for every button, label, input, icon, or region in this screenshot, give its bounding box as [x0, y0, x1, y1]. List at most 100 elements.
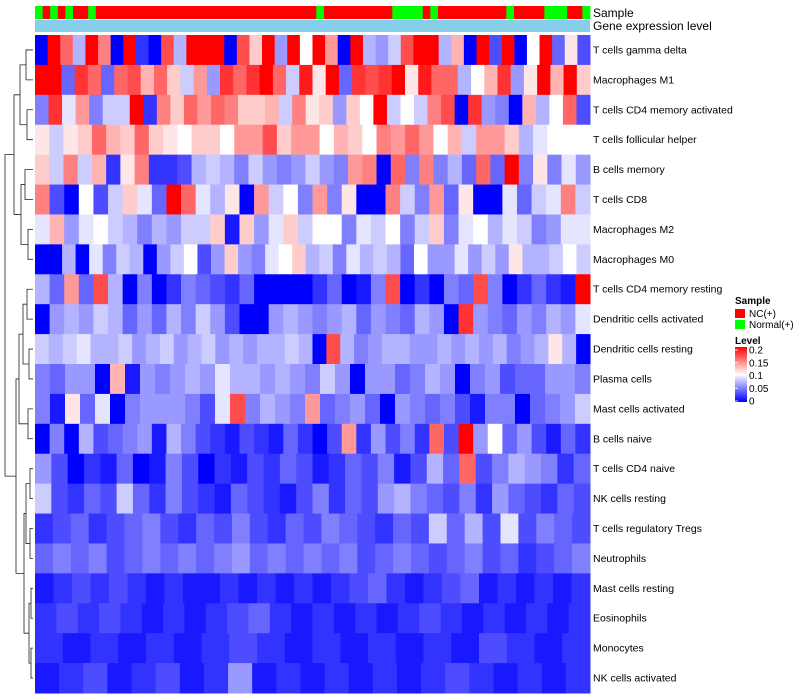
heatmap-cell [328, 453, 346, 485]
heatmap-cell [132, 334, 147, 365]
heatmap-cell [294, 573, 313, 604]
heatmap-cell [35, 543, 54, 574]
heatmap-cell [179, 663, 205, 694]
heatmap-cell [470, 393, 486, 425]
heatmap-cell [49, 304, 65, 335]
heatmap-cell [166, 304, 182, 335]
heatmap-cell [102, 94, 117, 126]
sample-annotation-cell [544, 6, 553, 19]
heatmap-cell [500, 543, 519, 574]
heatmap-cell [518, 543, 537, 574]
row-label: B cells memory [593, 164, 666, 176]
heatmap-cell [137, 274, 153, 305]
heatmap-cell [443, 274, 460, 305]
heatmap-cell [263, 453, 281, 485]
heatmap-cell [181, 483, 199, 515]
heatmap-cell [300, 663, 326, 694]
heatmap-cell [249, 513, 269, 544]
heatmap-cell [181, 453, 199, 485]
heatmap-cell [339, 513, 358, 544]
heatmap-cell [163, 603, 185, 634]
heatmap-cell [458, 274, 474, 305]
heatmap-cell [356, 274, 372, 305]
heatmap-cell [296, 483, 313, 515]
heatmap-cell [214, 483, 232, 515]
heatmap-cell [151, 214, 167, 245]
heatmap-cell [200, 393, 216, 425]
heatmap-cell [99, 603, 121, 634]
heatmap-cell [373, 94, 388, 126]
heatmap-cell [140, 393, 156, 425]
heatmap-cell [575, 214, 591, 245]
heatmap-cell [245, 393, 261, 425]
row-label: T cells CD4 memory activated [593, 104, 733, 116]
heatmap-cell [292, 94, 307, 126]
heatmap-cell [290, 393, 306, 425]
heatmap-cell [260, 364, 276, 395]
heatmap-cell [541, 453, 558, 485]
heatmap-cell [35, 35, 49, 66]
heatmap-cell [155, 663, 181, 694]
sample-annotation-cell [346, 6, 355, 19]
heatmap-cell [319, 244, 334, 275]
heatmap-cell [62, 334, 78, 365]
heatmap-cell [530, 364, 546, 395]
heatmap-cell [405, 154, 420, 186]
heatmap-cell [125, 364, 141, 395]
row-label: T cells CD8 [593, 194, 647, 206]
heatmap-cell [60, 35, 74, 66]
heatmap-cell [440, 393, 456, 425]
heatmap-cell [469, 663, 494, 694]
dendrogram-branch [15, 378, 24, 574]
heatmap-cell [312, 483, 330, 515]
heatmap-cell [443, 304, 460, 335]
heatmap-cell [166, 274, 182, 305]
heatmap-cell [534, 334, 549, 365]
heatmap-cell [375, 35, 389, 66]
heatmap-cell [181, 304, 197, 335]
heatmap-cell [181, 184, 197, 215]
heatmap-cell [440, 364, 456, 395]
heatmap-cell [458, 423, 474, 455]
heatmap-cell [49, 423, 65, 455]
heatmap-cell [173, 633, 202, 664]
heatmap-cell [35, 304, 51, 335]
heatmap-cell [48, 64, 62, 96]
heatmap-cell [146, 334, 161, 365]
row-label: Monocytes [593, 643, 644, 655]
heatmap-cell [376, 603, 399, 634]
heatmap-cell [500, 364, 516, 395]
heatmap-cell [414, 304, 430, 335]
dendrogram-branch [25, 483, 30, 544]
heatmap-cell [461, 154, 477, 186]
heatmap-cell [132, 453, 150, 485]
heatmap-cell [535, 244, 550, 275]
dendrogram-branch [30, 587, 33, 619]
heatmap-cell [35, 64, 49, 96]
heatmap-cell [124, 513, 143, 544]
heatmap-cell [576, 64, 591, 96]
heatmap-cell [414, 214, 430, 245]
heatmap-cell [238, 244, 253, 275]
heatmap-cell [127, 64, 142, 96]
heatmap-cell [400, 244, 415, 275]
heatmap-cell [64, 304, 80, 335]
sample-annotation-cell [407, 6, 416, 19]
heatmap-cell [276, 124, 292, 156]
heatmap-cell [414, 94, 429, 126]
heatmap-cell [185, 364, 201, 395]
heatmap-cell [122, 423, 138, 455]
heatmap-cell [548, 334, 563, 365]
heatmap-cell [476, 154, 491, 186]
heatmap-cell [224, 94, 239, 126]
heatmap-cell [356, 423, 372, 455]
sample-annotation-cell [187, 6, 196, 19]
heatmap-cell [78, 304, 94, 335]
heatmap-cell [475, 483, 493, 515]
heatmap-cell [70, 513, 90, 544]
heatmap-cell [107, 663, 133, 694]
heatmap-cell [132, 483, 150, 515]
heatmap-cell [487, 304, 503, 335]
heatmap-cell [489, 35, 503, 66]
heatmap-cell [523, 64, 538, 96]
